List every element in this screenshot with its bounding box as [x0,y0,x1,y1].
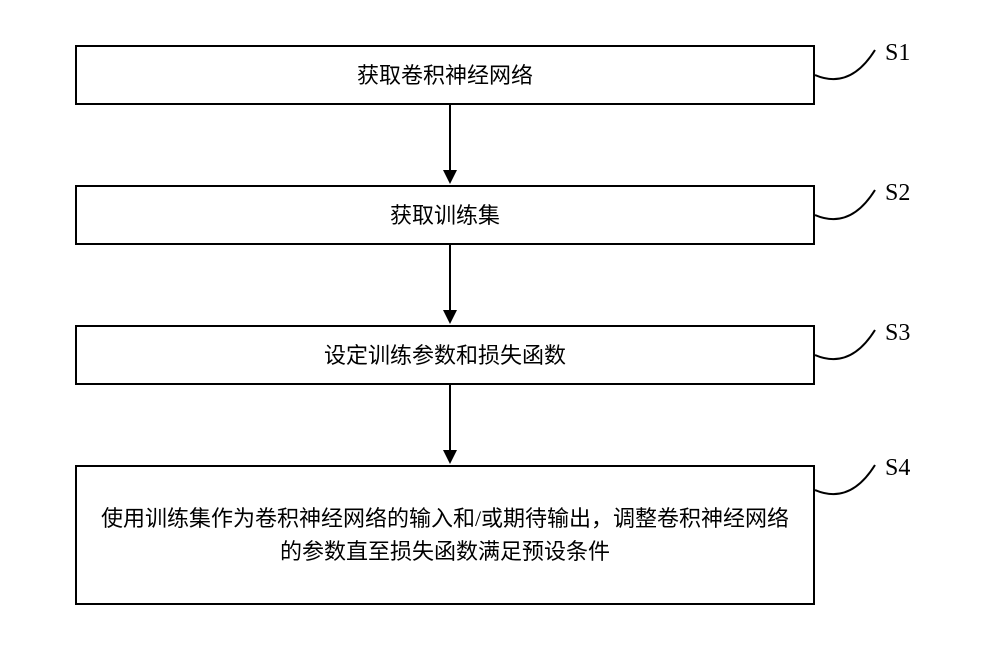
step-label-s4: S4 [885,455,910,482]
arrow-down-icon [443,450,457,464]
step-box-s4: 使用训练集作为卷积神经网络的输入和/或期待输出，调整卷积神经网络的参数直至损失函… [75,465,815,605]
connector-line [449,385,451,450]
connector-s3-s4 [443,385,457,464]
label-curve-s2 [815,185,885,235]
step-label-s3: S3 [885,320,910,347]
step-text-s3: 设定训练参数和损失函数 [324,339,566,372]
arrow-down-icon [443,310,457,324]
step-label-s1: S1 [885,40,910,67]
connector-line [449,105,451,170]
step-text-s2: 获取训练集 [390,199,500,232]
step-label-s2: S2 [885,180,910,207]
step-text-s4: 使用训练集作为卷积神经网络的输入和/或期待输出，调整卷积神经网络的参数直至损失函… [97,502,793,568]
label-curve-s1 [815,45,885,95]
label-curve-s4 [815,460,885,510]
connector-s2-s3 [443,245,457,324]
connector-s1-s2 [443,105,457,184]
step-box-s1: 获取卷积神经网络 [75,45,815,105]
step-box-s3: 设定训练参数和损失函数 [75,325,815,385]
label-curve-s3 [815,325,885,375]
step-text-s1: 获取卷积神经网络 [357,59,533,92]
step-box-s2: 获取训练集 [75,185,815,245]
connector-line [449,245,451,310]
arrow-down-icon [443,170,457,184]
flowchart-container: 获取卷积神经网络 S1 获取训练集 S2 设定训练参数和损失函数 S3 使用训练… [65,40,935,630]
